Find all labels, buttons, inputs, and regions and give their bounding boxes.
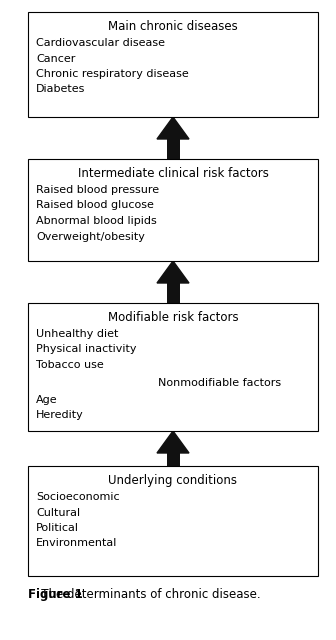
Bar	[167, 453, 179, 466]
Text: Abnormal blood lipids: Abnormal blood lipids	[36, 216, 157, 226]
Text: Modifiable risk factors: Modifiable risk factors	[108, 311, 238, 324]
Text: Physical inactivity: Physical inactivity	[36, 344, 136, 355]
Text: The determinants of chronic disease.: The determinants of chronic disease.	[30, 588, 261, 601]
Text: Heredity: Heredity	[36, 410, 84, 420]
Bar	[28, 466, 318, 576]
Text: Tobacco use: Tobacco use	[36, 360, 104, 370]
Text: Unhealthy diet: Unhealthy diet	[36, 329, 118, 339]
Text: Figure 1: Figure 1	[28, 588, 83, 601]
Text: Cultural: Cultural	[36, 508, 80, 518]
Text: Cancer: Cancer	[36, 54, 75, 63]
Text: Political: Political	[36, 523, 79, 533]
Text: Main chronic diseases: Main chronic diseases	[108, 20, 238, 33]
Bar	[167, 139, 179, 159]
Text: Underlying conditions: Underlying conditions	[109, 474, 238, 487]
Text: Diabetes: Diabetes	[36, 84, 85, 95]
Text: Socioeconomic: Socioeconomic	[36, 492, 120, 502]
Text: Age: Age	[36, 395, 58, 405]
Polygon shape	[157, 431, 189, 453]
Text: Environmental: Environmental	[36, 538, 117, 548]
Bar	[28, 303, 318, 431]
Text: Nonmodifiable factors: Nonmodifiable factors	[159, 378, 282, 387]
Bar	[28, 12, 318, 117]
Text: Cardiovascular disease: Cardiovascular disease	[36, 38, 165, 48]
Polygon shape	[157, 117, 189, 139]
Text: Chronic respiratory disease: Chronic respiratory disease	[36, 69, 189, 79]
Text: Raised blood glucose: Raised blood glucose	[36, 200, 154, 211]
Bar	[167, 283, 179, 303]
Text: Raised blood pressure: Raised blood pressure	[36, 185, 159, 195]
Text: Overweight/obesity: Overweight/obesity	[36, 232, 145, 241]
Bar	[28, 159, 318, 261]
Text: Intermediate clinical risk factors: Intermediate clinical risk factors	[78, 167, 268, 180]
Polygon shape	[157, 261, 189, 283]
